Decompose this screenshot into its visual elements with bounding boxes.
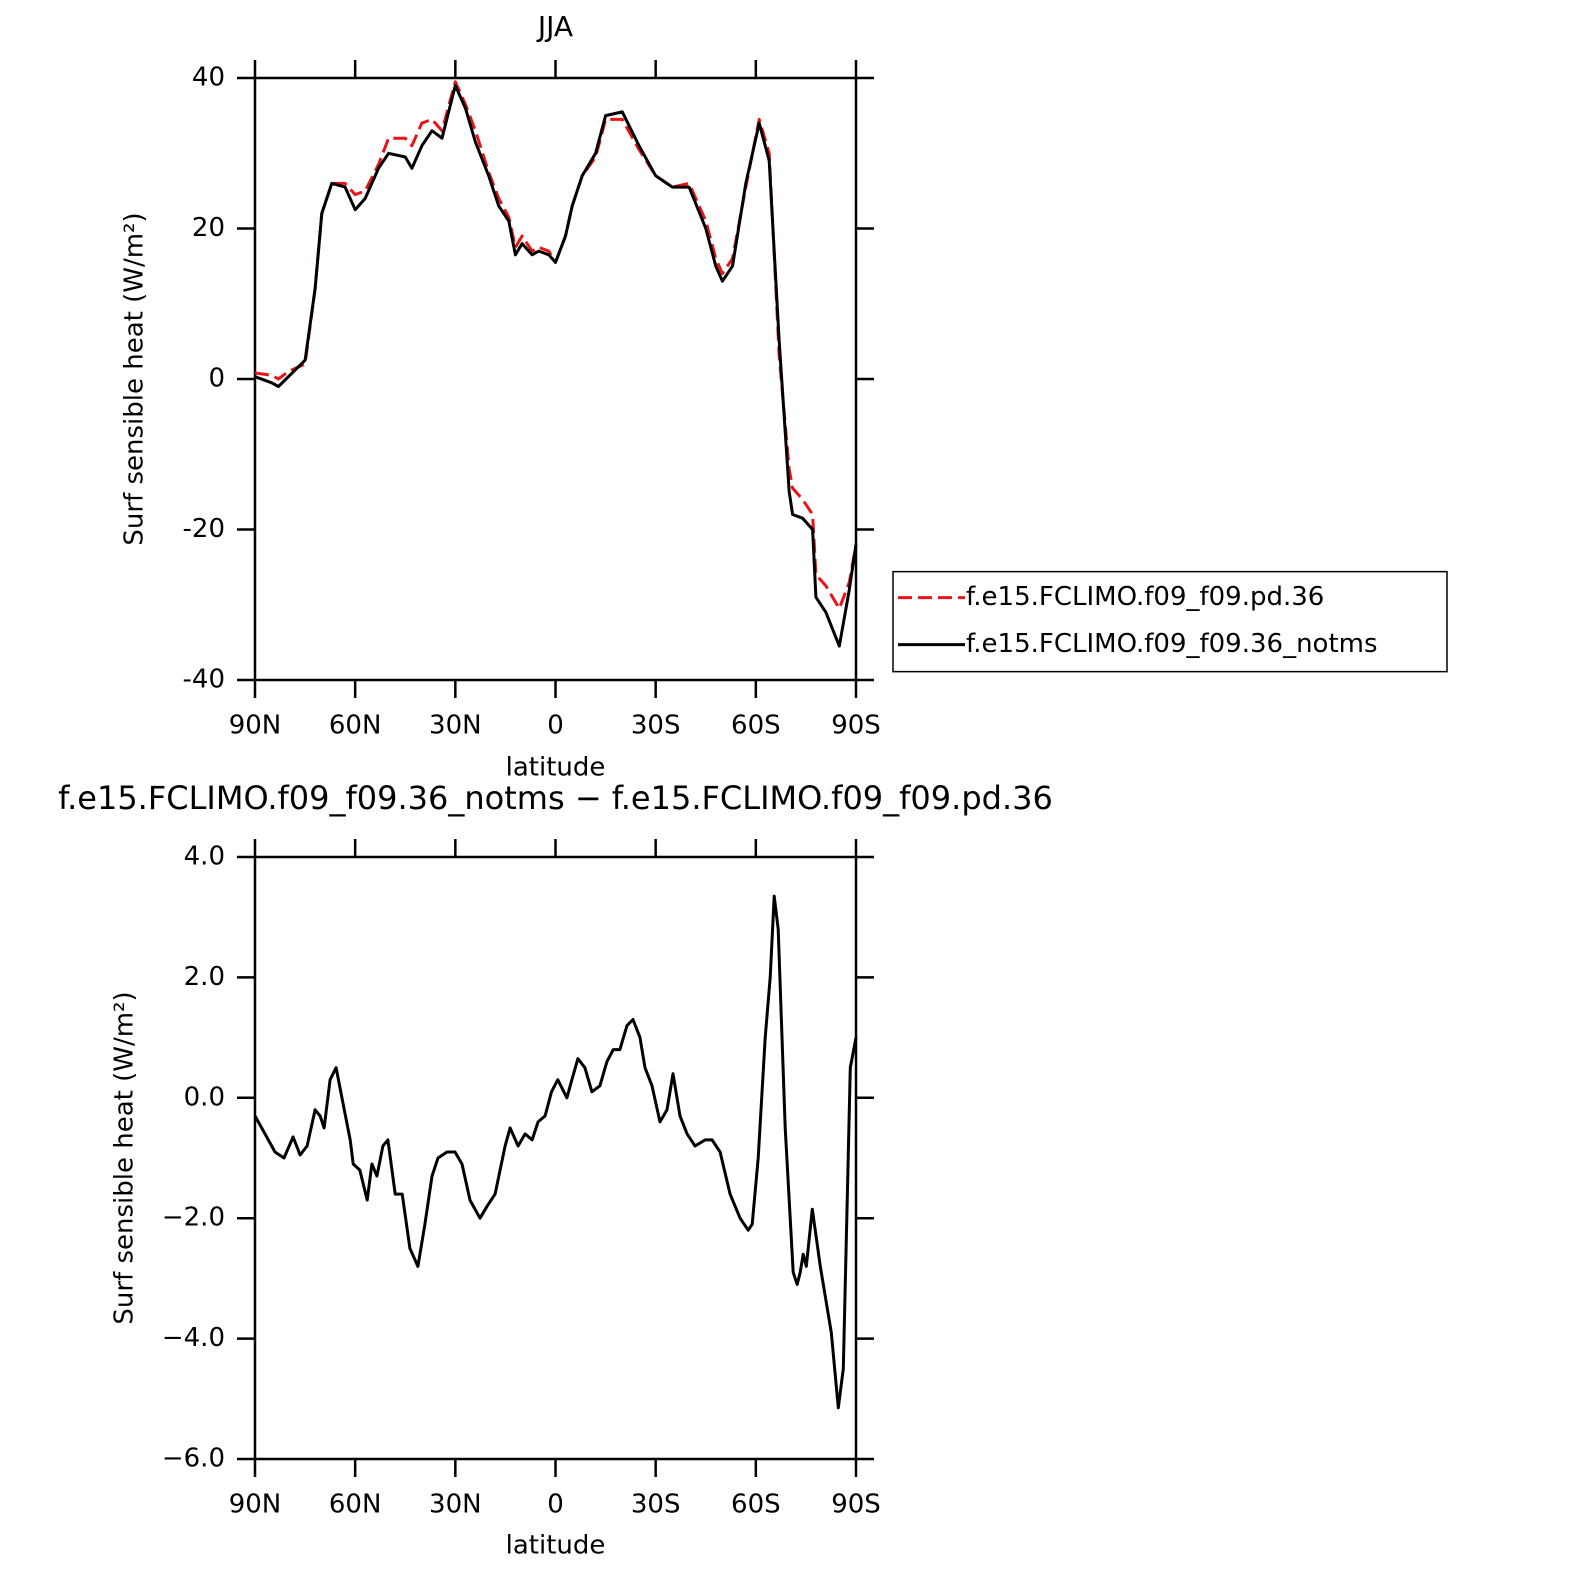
legend-label: f.e15.FCLIMO.f09_f09.pd.36: [966, 582, 1324, 612]
x-tick-label: 30N: [429, 1490, 482, 1520]
y-tick-label: 2.0: [184, 962, 225, 992]
chart-title: JJA: [536, 10, 573, 43]
y-tick-label: 4.0: [184, 842, 225, 872]
x-tick-label: 90S: [831, 1490, 881, 1520]
x-tick-label: 30N: [429, 711, 482, 741]
y-tick-label: −2.0: [162, 1203, 225, 1233]
y-tick-label: 0.0: [184, 1082, 225, 1112]
plot-frame: [253, 76, 858, 682]
y-tick-label: −6.0: [162, 1444, 225, 1474]
plot-frame: [253, 855, 858, 1461]
data-line: [253, 894, 858, 1410]
x-tick-label: 90S: [831, 711, 881, 741]
x-axis-label: latitude: [506, 1531, 606, 1561]
data-line: [254, 84, 858, 648]
y-tick-label: -20: [183, 514, 225, 544]
x-tick-label: 0: [547, 1490, 564, 1520]
y-axis-label: Surf sensible heat (W/m²): [110, 991, 140, 1324]
x-tick-label: 30S: [631, 1490, 681, 1520]
y-tick-label: -40: [183, 665, 225, 695]
x-axis-label: latitude: [506, 753, 606, 783]
x-tick-label: 60N: [329, 1490, 382, 1520]
x-tick-label: 60N: [329, 711, 382, 741]
data-line: [254, 80, 858, 610]
legend-box: [892, 570, 1448, 673]
x-tick-label: 30S: [631, 711, 681, 741]
y-tick-label: 0: [208, 364, 225, 394]
chart-title: f.e15.FCLIMO.f09_f09.36_notms − f.e15.FC…: [58, 779, 1053, 817]
x-tick-label: 60S: [731, 1490, 781, 1520]
x-tick-label: 60S: [731, 711, 781, 741]
x-tick-label: 90N: [229, 1490, 282, 1520]
y-tick-label: 20: [192, 213, 225, 243]
y-tick-label: 40: [192, 63, 225, 93]
legend-label: f.e15.FCLIMO.f09_f09.36_notms: [966, 629, 1378, 659]
y-tick-label: −4.0: [162, 1323, 225, 1353]
y-axis-label: Surf sensible heat (W/m²): [120, 212, 150, 545]
x-tick-label: 90N: [229, 711, 282, 741]
x-tick-label: 0: [547, 711, 564, 741]
